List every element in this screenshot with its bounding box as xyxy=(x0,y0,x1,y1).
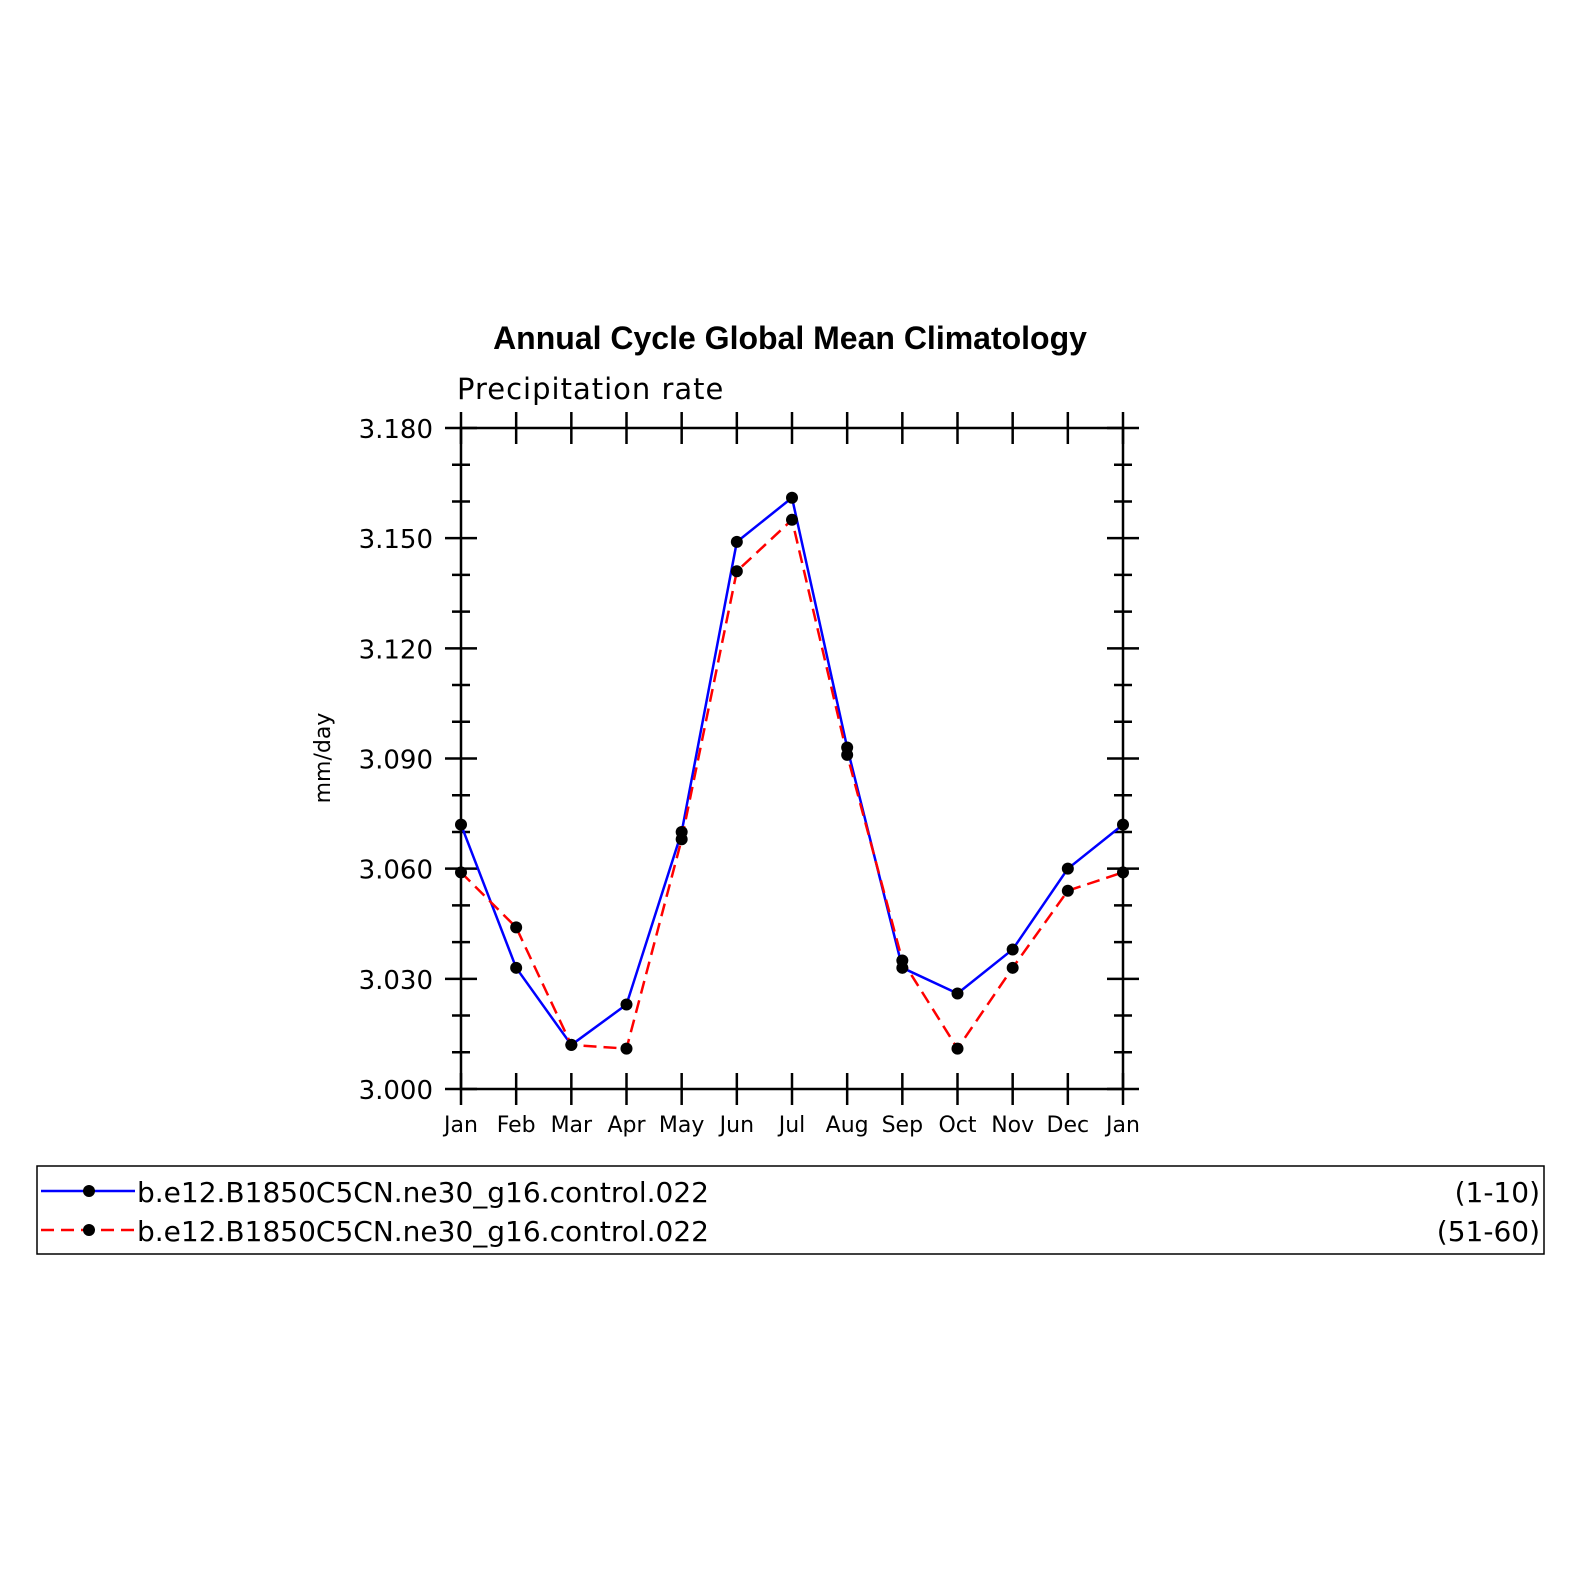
x-tick-label: Sep xyxy=(882,1113,923,1138)
x-tick-label: May xyxy=(659,1113,704,1138)
y-tick-labels: 3.000 3.030 3.060 3.090 3.120 3.150 3.180 xyxy=(359,415,433,1106)
y-axis-label: mm/day xyxy=(311,713,336,804)
x-tick-label: Jul xyxy=(777,1113,806,1138)
x-tick-label: Mar xyxy=(551,1113,593,1138)
series-line-2 xyxy=(460,518,1124,1050)
x-tick-label: Jun xyxy=(718,1113,754,1138)
y-tick-label: 3.090 xyxy=(359,746,433,776)
data-point-series-1 xyxy=(1061,862,1074,875)
data-point-series-1 xyxy=(786,491,798,504)
data-point-series-1 xyxy=(620,998,633,1011)
chart-subtitle: Precipitation rate xyxy=(457,372,724,406)
series-markers xyxy=(455,491,1129,1055)
legend-marker-1 xyxy=(83,1185,95,1197)
data-point-series-2 xyxy=(455,866,467,879)
series-group xyxy=(455,491,1129,1055)
x-tick-label: Nov xyxy=(991,1113,1034,1138)
y-tick-label: 3.030 xyxy=(359,966,433,996)
y-tick-label: 3.000 xyxy=(359,1076,433,1106)
y-tick-label: 3.180 xyxy=(359,415,433,445)
data-point-series-2 xyxy=(1117,866,1129,879)
data-point-series-2 xyxy=(896,954,909,967)
data-point-series-2 xyxy=(951,1042,964,1055)
legend-series-name: b.e12.B1850C5CN.ne30_g16.control.022 xyxy=(137,1176,709,1209)
data-point-series-2 xyxy=(786,513,798,526)
y-tick-label: 3.150 xyxy=(359,525,433,555)
legend-series-name: b.e12.B1850C5CN.ne30_g16.control.022 xyxy=(137,1215,709,1248)
x-tick-label: Apr xyxy=(607,1113,646,1138)
data-point-series-1 xyxy=(1006,943,1019,956)
legend-series-years: (51-60) xyxy=(1437,1215,1540,1248)
data-point-series-2 xyxy=(510,921,523,934)
data-point-series-2 xyxy=(1061,884,1074,897)
x-tick-label: Oct xyxy=(938,1113,976,1138)
data-point-series-1 xyxy=(455,818,467,831)
series-lines xyxy=(459,496,1124,1050)
x-tick-label: Aug xyxy=(826,1113,869,1138)
x-tick-label: Jan xyxy=(1104,1113,1140,1138)
x-tick-label: Feb xyxy=(497,1113,536,1138)
y-tick-label: 3.060 xyxy=(359,856,433,886)
axis-ticks xyxy=(445,412,1139,1105)
data-point-series-1 xyxy=(510,961,523,974)
legend-series-years: (1-10) xyxy=(1455,1176,1540,1209)
data-point-series-2 xyxy=(620,1042,633,1055)
x-tick-label: Dec xyxy=(1047,1113,1090,1138)
data-point-series-2 xyxy=(1006,961,1019,974)
legend-box xyxy=(36,1165,1545,1255)
x-tick-label: Jan xyxy=(442,1113,478,1138)
plot-frame xyxy=(459,426,1125,1091)
data-point-series-1 xyxy=(951,987,964,1000)
data-point-series-1 xyxy=(730,535,743,548)
data-point-series-2 xyxy=(565,1038,578,1051)
legend-marker-2 xyxy=(83,1224,95,1236)
x-tick-labels: Jan Feb Mar Apr May Jun Jul Aug Sep Oct Nov Dec Jan xyxy=(442,1113,1140,1138)
series-line-1 xyxy=(459,496,1124,1047)
y-tick-label: 3.120 xyxy=(359,635,433,665)
data-point-series-2 xyxy=(675,833,688,846)
legend: b.e12.B1850C5CN.ne30_g16.control.022 (1-1… xyxy=(41,1176,1540,1248)
chart-title: Annual Cycle Global Mean Climatology xyxy=(493,320,1087,356)
data-point-series-1 xyxy=(1117,818,1129,831)
data-point-series-2 xyxy=(841,748,854,761)
data-point-series-2 xyxy=(730,565,743,578)
